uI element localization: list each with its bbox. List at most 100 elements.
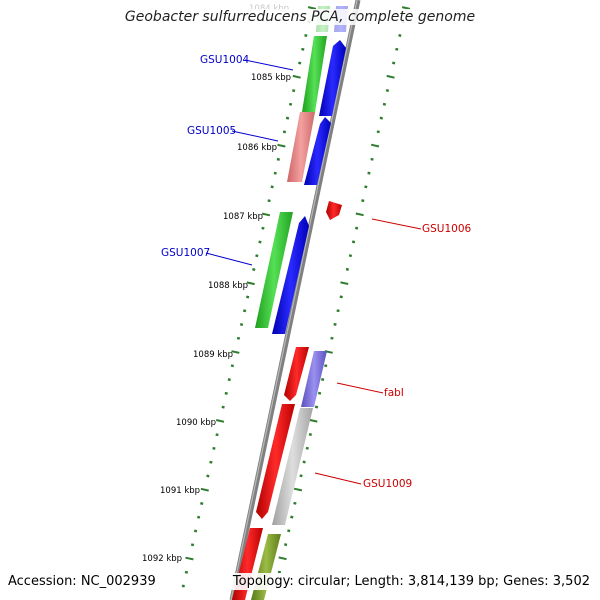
ruler-minor-tick (376, 130, 380, 134)
ruler-minor-tick (382, 102, 387, 106)
gene-labels: GSU1004 GSU1005 GSU1006 GSU1007 fabI GSU… (161, 54, 472, 490)
ruler-minor-tick (370, 157, 374, 161)
leader-gsu1009 (314, 472, 362, 485)
leader-gsu1006 (371, 218, 422, 230)
ruler-minor-tick (292, 89, 296, 93)
ruler-major-tick (401, 6, 411, 10)
ruler-major-tick (309, 418, 318, 423)
kbp-label: 1089 kbp (193, 350, 233, 360)
genome-backbone-highlight (230, 0, 358, 600)
ruler-minor-tick (324, 364, 328, 368)
ruler-major-tick (185, 556, 194, 561)
ruler-minor-tick (258, 240, 262, 244)
ruler-minor-tick (282, 130, 287, 134)
gene-label-gsu1007[interactable]: GSU1007 (161, 247, 210, 259)
kbp-label: 1091 kbp (160, 486, 200, 496)
ruler-minor-tick (392, 61, 396, 65)
gene-label-gsu1005[interactable]: GSU1005 (187, 125, 236, 137)
ruler-minor-tick (336, 309, 340, 313)
ruler-minor-tick (345, 267, 349, 271)
gene-label-gsu1009[interactable]: GSU1009 (363, 478, 412, 490)
gene-block-gsu1007[interactable] (255, 212, 293, 328)
ruler-minor-tick (287, 529, 291, 533)
cds-arrow-gsu1009[interactable] (256, 404, 295, 519)
ruler-minor-tick (398, 34, 402, 37)
kbp-label: 1090 kbp (176, 418, 216, 428)
pseudo-block-gsu1005[interactable] (287, 112, 315, 182)
ruler-minor-tick (277, 570, 282, 574)
ruler-major-tick (340, 281, 349, 285)
accession-text: Accession: NC_002939 (6, 573, 158, 590)
feature-block-fabi[interactable] (301, 351, 327, 407)
ruler-major-tick (370, 143, 380, 148)
ruler-minor-tick (321, 378, 325, 381)
ruler-minor-tick (302, 460, 306, 464)
ruler-major-tick (277, 143, 286, 148)
gene-label-gsu1004[interactable]: GSU1004 (200, 54, 250, 66)
cds-arrow-gsu1007[interactable] (272, 216, 309, 334)
ruler-major-tick (293, 487, 303, 492)
ruler-minor-tick (197, 515, 201, 519)
ruler-minor-tick (270, 185, 274, 189)
cds-arrow-gsu1005[interactable] (304, 117, 331, 185)
ruler-minor-tick (395, 47, 399, 51)
ruler-minor-tick (364, 185, 368, 189)
ruler-minor-tick (367, 171, 371, 175)
ruler-minor-tick (239, 323, 244, 327)
ruler-minor-tick (209, 460, 213, 464)
ruler-minor-tick (252, 268, 256, 271)
ruler-minor-tick (361, 199, 365, 203)
ruler-minor-tick (301, 47, 305, 51)
gene-label-fabi[interactable]: fabI (384, 387, 404, 399)
ruler-minor-tick (317, 391, 322, 395)
ruler-minor-tick (230, 364, 234, 368)
gene-block-gsu1004[interactable] (302, 36, 327, 112)
kbp-label: 1086 kbp (237, 143, 277, 153)
ruler-minor-tick (305, 446, 309, 450)
ruler-minor-tick (221, 405, 225, 409)
ruler-major-tick (386, 74, 395, 79)
cds-arrow-gsu1004[interactable] (319, 40, 346, 116)
ruler-minor-tick (184, 570, 189, 574)
ruler-minor-tick (351, 240, 356, 244)
ruler-minor-tick (206, 474, 210, 478)
cds-arrow-gsu1006[interactable] (326, 201, 342, 220)
ruler-minor-tick (255, 254, 259, 258)
ruler-minor-tick (304, 34, 308, 37)
leader-gsu1005 (231, 130, 279, 142)
gene-label-leaders (205, 59, 422, 485)
ruler-minor-tick (379, 116, 383, 120)
outer-kbp-ruler (274, 6, 411, 588)
gene-label-gsu1006[interactable]: GSU1006 (422, 223, 472, 235)
ruler-minor-tick (224, 391, 228, 395)
ruler-minor-tick (212, 446, 216, 450)
ruler-minor-tick (273, 171, 277, 175)
ruler-minor-tick (190, 543, 195, 547)
ruler-minor-tick (246, 295, 250, 299)
ruler-minor-tick (308, 433, 312, 436)
ruler-minor-tick (355, 226, 359, 230)
ruler-major-tick (246, 281, 255, 286)
ruler-major-tick (292, 74, 301, 79)
ruler-minor-tick (215, 433, 219, 437)
kbp-label: 1088 kbp (208, 281, 248, 291)
ruler-minor-tick (298, 61, 302, 65)
kbp-label: 1092 kbp (142, 554, 182, 564)
feature-block-gsu1009[interactable] (272, 408, 313, 525)
ruler-major-tick (278, 556, 287, 561)
ruler-minor-tick (236, 336, 241, 340)
ruler-minor-tick (293, 501, 297, 505)
ruler-minor-tick (227, 378, 231, 382)
ruler-minor-tick (290, 515, 294, 519)
ruler-minor-tick (314, 405, 319, 409)
ruler-minor-tick (261, 226, 265, 230)
cds-arrow-fabi[interactable] (284, 347, 309, 401)
ruler-minor-tick (339, 295, 343, 299)
leader-gsu1004 (244, 59, 294, 71)
ruler-minor-tick (385, 89, 390, 93)
ruler-major-tick (355, 212, 364, 217)
leader-gsu1007 (205, 252, 253, 266)
ruler-minor-tick (348, 254, 353, 258)
